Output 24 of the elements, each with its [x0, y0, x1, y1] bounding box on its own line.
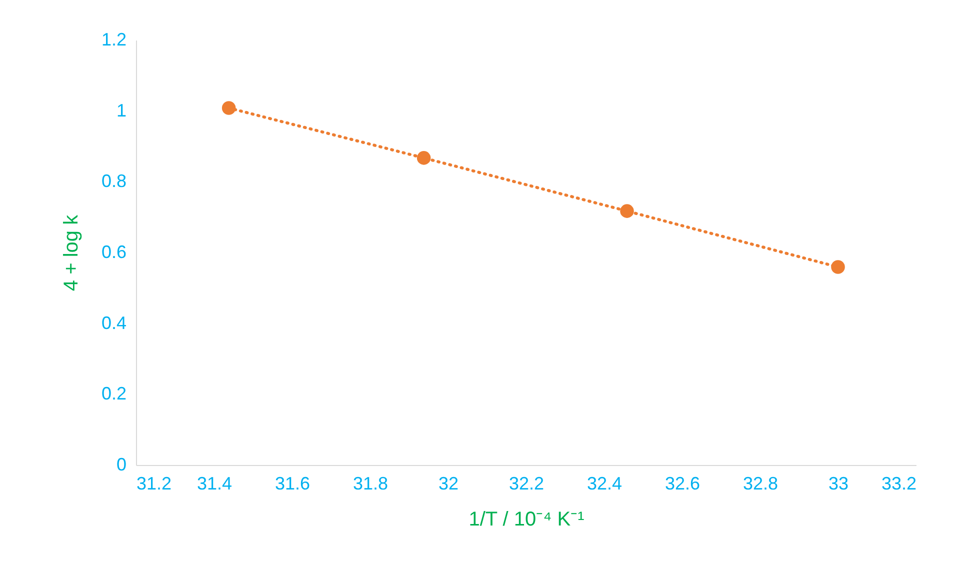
- y-tick-label: 1: [116, 100, 126, 120]
- x-tick-label: 33: [828, 474, 849, 494]
- y-axis-title: 4 + log k: [60, 214, 82, 292]
- x-tick-label: 32.4: [586, 474, 622, 494]
- point: [222, 101, 236, 115]
- x-tick-label: 32.8: [742, 474, 778, 494]
- x-tick-label: 31.6: [274, 474, 310, 494]
- x-tick-label: 31.4: [196, 474, 232, 494]
- x-tick-label: 32.6: [664, 474, 700, 494]
- x-tick-label: 32.2: [508, 474, 544, 494]
- point: [416, 151, 431, 165]
- x-tick-label: 33.2: [881, 474, 916, 494]
- x-tick-label: 31.2: [136, 474, 172, 494]
- x-axis-title: 1/T / 10⁻⁴ K⁻¹: [468, 508, 585, 530]
- y-tick-label: 0: [116, 454, 126, 474]
- y-tick-label: 0.4: [101, 312, 126, 333]
- y-tick-label: 0.8: [101, 171, 126, 192]
- point: [831, 260, 845, 274]
- x-tick-label: 32: [438, 474, 459, 494]
- y-tick-label: 0.2: [101, 384, 126, 404]
- x-tick-label: 31.8: [352, 474, 388, 494]
- point: [620, 204, 634, 218]
- y-tick-label: 1.2: [101, 30, 126, 50]
- y-tick-label: 0.6: [101, 242, 126, 262]
